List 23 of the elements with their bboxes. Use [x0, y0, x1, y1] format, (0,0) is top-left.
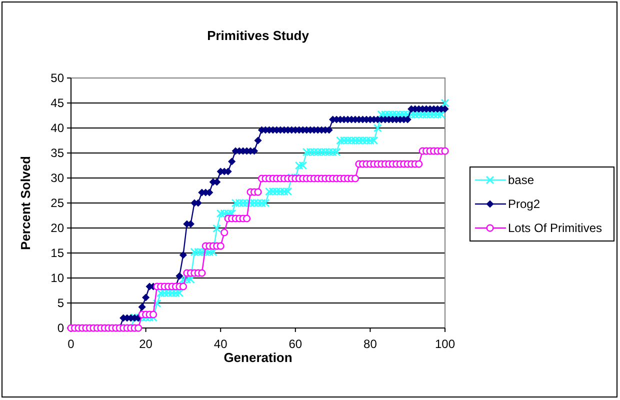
- y-axis-title: Percent Solved: [18, 156, 33, 250]
- y-tick-label: 20: [50, 220, 64, 235]
- y-tick-label: 50: [50, 70, 64, 85]
- x-axis-title: Generation: [224, 350, 292, 365]
- x-tick-label: 20: [139, 337, 153, 352]
- x-tick-label: 100: [434, 337, 456, 352]
- y-tick-label: 40: [50, 120, 64, 135]
- y-tick-label: 15: [50, 246, 64, 260]
- y-tick-label: 10: [50, 270, 64, 285]
- legend-label: base: [508, 173, 534, 187]
- x-tick-label: 60: [288, 337, 302, 352]
- legend-label: Lots Of Primitives: [508, 221, 602, 235]
- y-tick-label: 45: [50, 96, 64, 110]
- x-tick-label: 40: [214, 337, 228, 352]
- legend-label: Prog2: [508, 197, 540, 211]
- y-tick-label: 0: [57, 320, 64, 335]
- chart-title: Primitives Study: [207, 28, 310, 43]
- y-tick-label: 35: [50, 146, 64, 160]
- x-tick-label: 80: [364, 337, 378, 352]
- y-tick-label: 5: [57, 296, 64, 310]
- y-tick-label: 25: [50, 196, 64, 210]
- y-tick-label: 30: [50, 170, 64, 185]
- x-tick-label: 0: [68, 337, 75, 352]
